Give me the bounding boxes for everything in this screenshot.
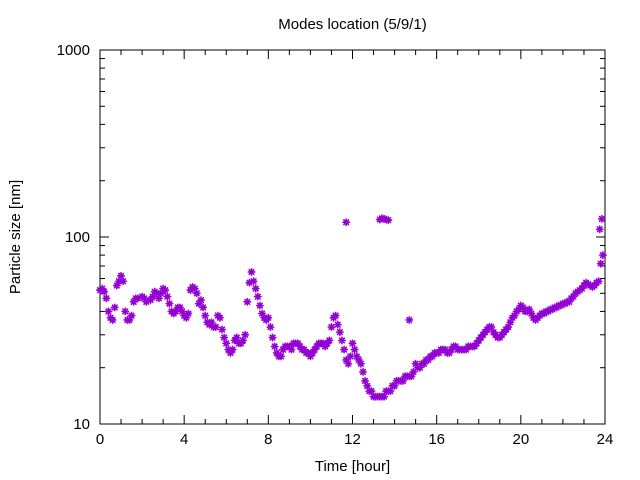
data-point [359, 367, 368, 376]
data-point [380, 392, 389, 401]
data-point [232, 333, 241, 342]
x-tick-label: 20 [512, 431, 529, 448]
data-point [594, 277, 603, 286]
x-tick-label: 8 [264, 431, 272, 448]
data-point [325, 336, 334, 345]
data-point [249, 277, 258, 286]
data-point [239, 336, 248, 345]
data-point [367, 387, 376, 396]
data-point [127, 311, 136, 320]
data-point [104, 307, 113, 316]
data-point [268, 333, 277, 342]
data-point [243, 297, 252, 306]
data-point [363, 381, 372, 390]
data-point [114, 277, 123, 286]
data-point [117, 271, 126, 280]
labels-layer: Modes location (5/9/1) Time [hour] Parti… [7, 16, 427, 475]
data-point [287, 345, 296, 354]
y-axis-label: Particle size [nm] [7, 180, 24, 294]
x-tick-label: 4 [180, 431, 188, 448]
data-point [215, 313, 224, 322]
data-point [255, 301, 264, 310]
data-point [110, 303, 119, 312]
x-tick-label: 16 [428, 431, 445, 448]
data-point [350, 345, 359, 354]
data-point [247, 267, 256, 276]
data-point [337, 336, 346, 345]
data-point [228, 345, 237, 354]
data-point [220, 333, 229, 342]
data-point [597, 214, 606, 223]
data-point [270, 342, 279, 351]
data-point [165, 299, 174, 308]
data-point [197, 296, 205, 305]
ticks-layer: 0 4 8 12 16 20 24 10 100 1000 [57, 42, 614, 448]
data-point [595, 225, 604, 234]
points-layer [96, 214, 607, 401]
data-point [184, 309, 193, 318]
data-point [335, 328, 344, 337]
data-point [340, 345, 349, 354]
data-point [344, 359, 353, 368]
data-point [201, 311, 210, 320]
x-tick-label: 0 [96, 431, 104, 448]
data-point [596, 259, 605, 268]
x-tick-label: 24 [597, 431, 614, 448]
data-point [222, 339, 231, 348]
data-point [161, 286, 170, 295]
data-point [192, 289, 201, 298]
data-point [119, 277, 128, 286]
data-point [251, 284, 260, 293]
data-point [598, 251, 607, 260]
data-point [100, 287, 109, 296]
x-tick-label: 12 [344, 431, 361, 448]
y-tick-label: 100 [65, 229, 90, 246]
data-point [276, 352, 285, 361]
data-point [346, 352, 355, 361]
data-point [356, 359, 365, 368]
data-point [405, 315, 414, 324]
data-point [108, 315, 117, 324]
data-point [218, 325, 227, 334]
data-point [266, 323, 275, 332]
y-tick-label: 1000 [57, 42, 90, 59]
data-point [199, 303, 208, 312]
data-point [384, 216, 393, 225]
data-point [264, 313, 273, 322]
data-point [253, 292, 262, 301]
data-point [163, 292, 172, 301]
plot-frame [99, 49, 606, 425]
x-axis-label: Time [hour] [315, 458, 390, 475]
data-point [333, 320, 342, 329]
data-point [506, 318, 515, 327]
data-point [348, 339, 357, 348]
data-point [102, 294, 111, 303]
data-point [121, 307, 130, 316]
data-point [327, 323, 336, 332]
data-point [211, 323, 220, 332]
y-tick-label: 10 [73, 416, 90, 433]
data-point [331, 311, 340, 320]
chart-title: Modes location (5/9/1) [278, 16, 426, 33]
data-point [342, 218, 351, 227]
data-point [241, 330, 250, 339]
